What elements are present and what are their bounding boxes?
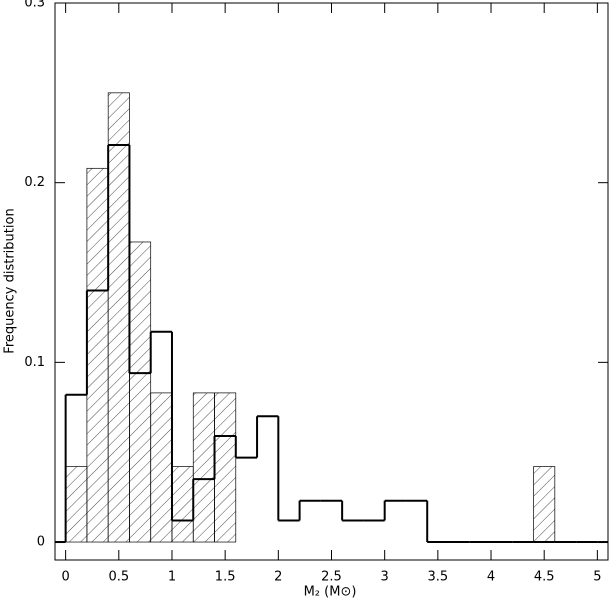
x-axis-label: M₂ (M⊙) (304, 585, 357, 600)
y-tick-label: 0.2 (24, 175, 45, 190)
hatched-bar (129, 241, 152, 543)
hatched-bar (533, 466, 556, 543)
hatched-bar (150, 392, 173, 543)
hatched-bar (86, 167, 109, 543)
hatched-bar (192, 392, 215, 543)
x-tick-label: 3.5 (428, 570, 449, 585)
x-tick-label: 1 (168, 570, 176, 585)
x-tick-label: 2.5 (321, 570, 342, 585)
hatched-bar (65, 466, 88, 543)
x-tick-label: 0 (61, 570, 69, 585)
x-tick-label: 1.5 (215, 570, 236, 585)
hatched-bar (171, 466, 194, 543)
x-tick-label: 5 (593, 570, 601, 585)
x-tick-label: 2 (274, 570, 282, 585)
x-tick-label: 3 (381, 570, 389, 585)
x-tick-label: 4 (487, 570, 495, 585)
hatched-bar (214, 392, 237, 543)
y-axis-label: Frequency distribution (3, 208, 18, 353)
x-tick-label: 0.5 (108, 570, 129, 585)
hatched-bar (107, 92, 130, 543)
y-tick-label: 0 (37, 535, 45, 550)
y-tick-label: 0.1 (24, 355, 45, 370)
x-tick-label: 4.5 (534, 570, 555, 585)
y-tick-label: 0.3 (24, 0, 45, 11)
